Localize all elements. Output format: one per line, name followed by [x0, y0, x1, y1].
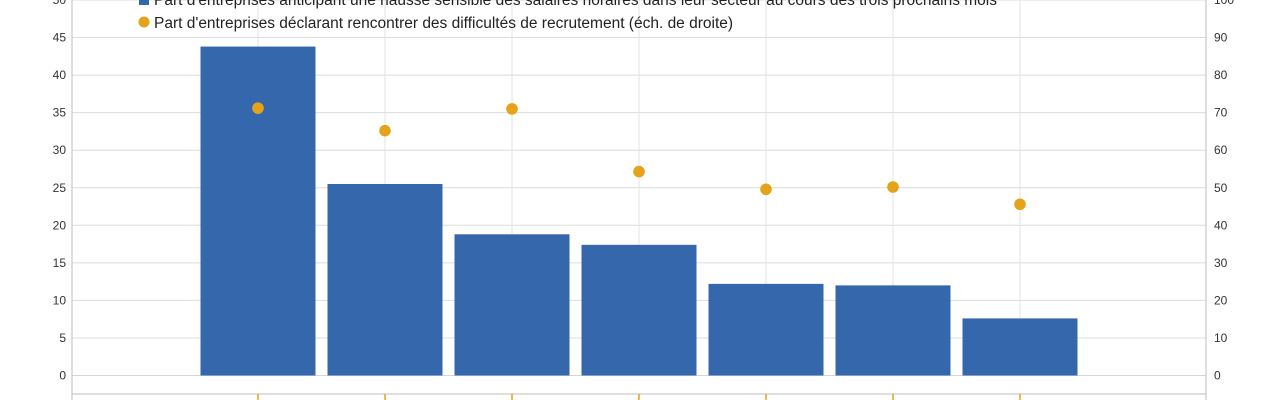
x-axis — [72, 393, 1206, 400]
left-tick-label: 5 — [59, 331, 66, 345]
right-tick-label: 10 — [1214, 331, 1228, 345]
left-tick-label: 20 — [53, 218, 67, 232]
data-point — [760, 183, 772, 196]
right-tick-label: 90 — [1214, 31, 1228, 45]
bar-series — [200, 46, 1078, 376]
right-tick-label: 30 — [1214, 256, 1228, 270]
left-tick-label: 35 — [53, 106, 67, 120]
left-y-axis: 0 5 10 15 20 25 30 35 40 45 50 — [53, 0, 73, 400]
right-tick-label: 60 — [1214, 143, 1228, 157]
left-tick-label: 15 — [53, 256, 67, 270]
legend-swatch-points — [138, 16, 150, 28]
left-tick-label: 10 — [53, 293, 67, 307]
right-tick-label: 80 — [1214, 68, 1228, 82]
right-tick-label: 40 — [1214, 218, 1228, 232]
right-tick-label: 100 — [1214, 0, 1234, 7]
legend-label-bars: Part d'entreprises anticipant une hausse… — [154, 0, 997, 9]
data-point — [1014, 198, 1026, 211]
left-tick-label: 25 — [53, 181, 67, 195]
right-y-axis: 0 10 20 30 40 50 60 70 80 90 100 — [1205, 0, 1234, 400]
data-point — [379, 124, 391, 137]
left-tick-label: 30 — [53, 143, 67, 157]
right-tick-label: 0 — [1214, 369, 1221, 383]
bar — [962, 318, 1078, 376]
legend: Part d'entreprises anticipant une hausse… — [138, 0, 997, 32]
data-point — [633, 165, 645, 178]
data-point — [506, 103, 518, 115]
left-tick-label: 40 — [53, 68, 67, 82]
bar — [327, 183, 443, 376]
right-tick-label: 50 — [1214, 181, 1228, 195]
bar — [708, 283, 824, 376]
right-tick-label: 20 — [1214, 293, 1228, 307]
legend-label-points: Part d'entreprises déclarant rencontrer … — [154, 15, 733, 32]
bar — [581, 244, 697, 376]
right-tick-label: 70 — [1214, 106, 1228, 120]
data-point — [252, 102, 264, 114]
data-point — [887, 181, 899, 193]
bar — [835, 285, 951, 376]
bar — [454, 234, 570, 376]
left-tick-label: 0 — [59, 369, 66, 383]
bar — [200, 46, 316, 376]
scatter-series — [252, 102, 1026, 211]
legend-swatch-bars — [139, 0, 149, 5]
left-tick-label: 50 — [53, 0, 67, 7]
left-tick-label: 45 — [53, 31, 67, 45]
